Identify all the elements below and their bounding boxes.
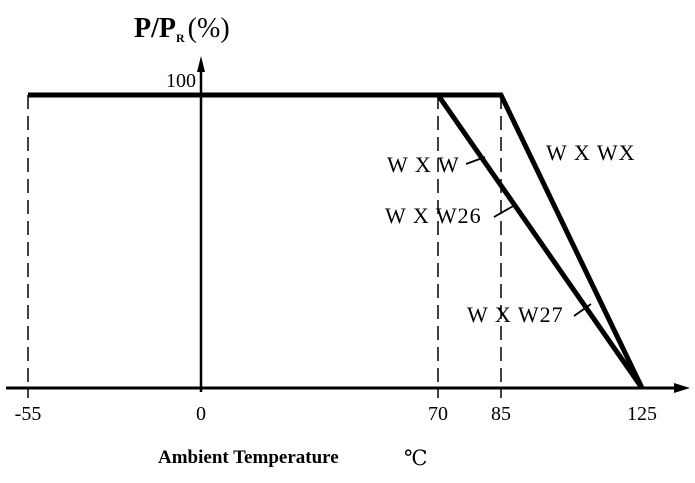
series-label-leader xyxy=(465,156,486,165)
series-label-leader xyxy=(493,204,516,218)
y-axis-title-main: P/P xyxy=(134,13,176,44)
series-line xyxy=(28,92,645,390)
y-tick-label: 100 xyxy=(166,70,196,92)
series-label: W X W27 xyxy=(467,302,564,327)
series-label-leader xyxy=(573,303,592,317)
x-axis-title: Ambient Temperature xyxy=(158,447,339,468)
x-tick-label: -55 xyxy=(15,403,42,425)
y-axis-title-subscript: R xyxy=(176,31,185,45)
series-line xyxy=(28,92,645,390)
y-axis-title-unit: (%) xyxy=(188,13,230,44)
y-axis-title: P/PR (%) xyxy=(134,13,230,45)
series-label: W X W xyxy=(387,152,460,177)
series-label: W X WX xyxy=(546,140,636,165)
x-tick-label: 125 xyxy=(627,403,657,425)
x-axis-unit: ℃ xyxy=(404,446,428,470)
y-axis-arrow xyxy=(197,56,205,72)
x-tick-label: 0 xyxy=(196,403,206,425)
x-tick-label: 85 xyxy=(491,403,511,425)
series-label: W X W26 xyxy=(385,203,482,228)
x-axis-arrow xyxy=(674,383,690,393)
x-tick-label: 70 xyxy=(428,403,448,425)
